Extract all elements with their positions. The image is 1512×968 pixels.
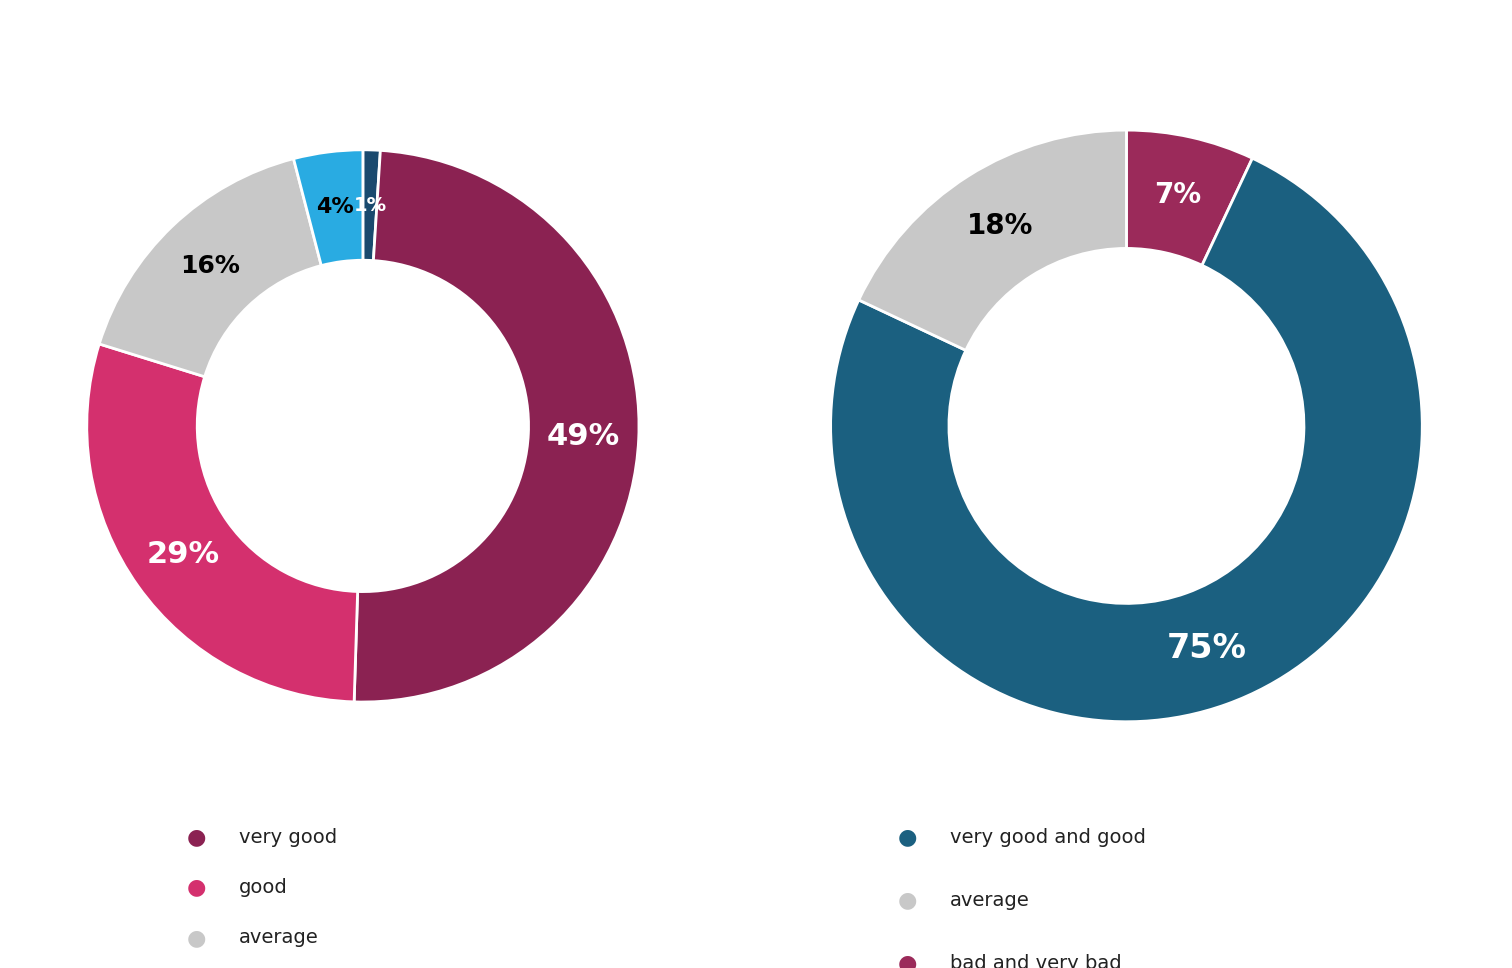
Text: ●: ● [187,878,206,897]
Text: 49%: 49% [547,422,620,451]
Text: ●: ● [187,928,206,948]
Wedge shape [86,344,358,702]
Text: ●: ● [187,828,206,847]
Text: bad and very bad: bad and very bad [950,953,1122,968]
Wedge shape [293,150,363,265]
Text: 16%: 16% [180,254,240,278]
Text: 18%: 18% [966,212,1033,240]
Text: 7%: 7% [1155,181,1202,209]
Text: 75%: 75% [1167,632,1246,665]
Text: very good: very good [239,828,337,847]
Text: ●: ● [898,891,916,910]
Text: average: average [950,891,1030,910]
Text: good: good [239,878,287,897]
Text: 4%: 4% [316,197,354,217]
Text: 29%: 29% [147,539,219,568]
Wedge shape [1126,130,1252,265]
Wedge shape [830,158,1423,722]
Text: 1%: 1% [354,196,387,215]
Wedge shape [363,150,381,260]
Wedge shape [859,130,1126,350]
Text: very good and good: very good and good [950,828,1146,847]
Text: ●: ● [898,953,916,968]
Text: ●: ● [898,828,916,847]
Text: average: average [239,928,319,948]
Wedge shape [354,150,640,702]
Wedge shape [100,159,321,377]
